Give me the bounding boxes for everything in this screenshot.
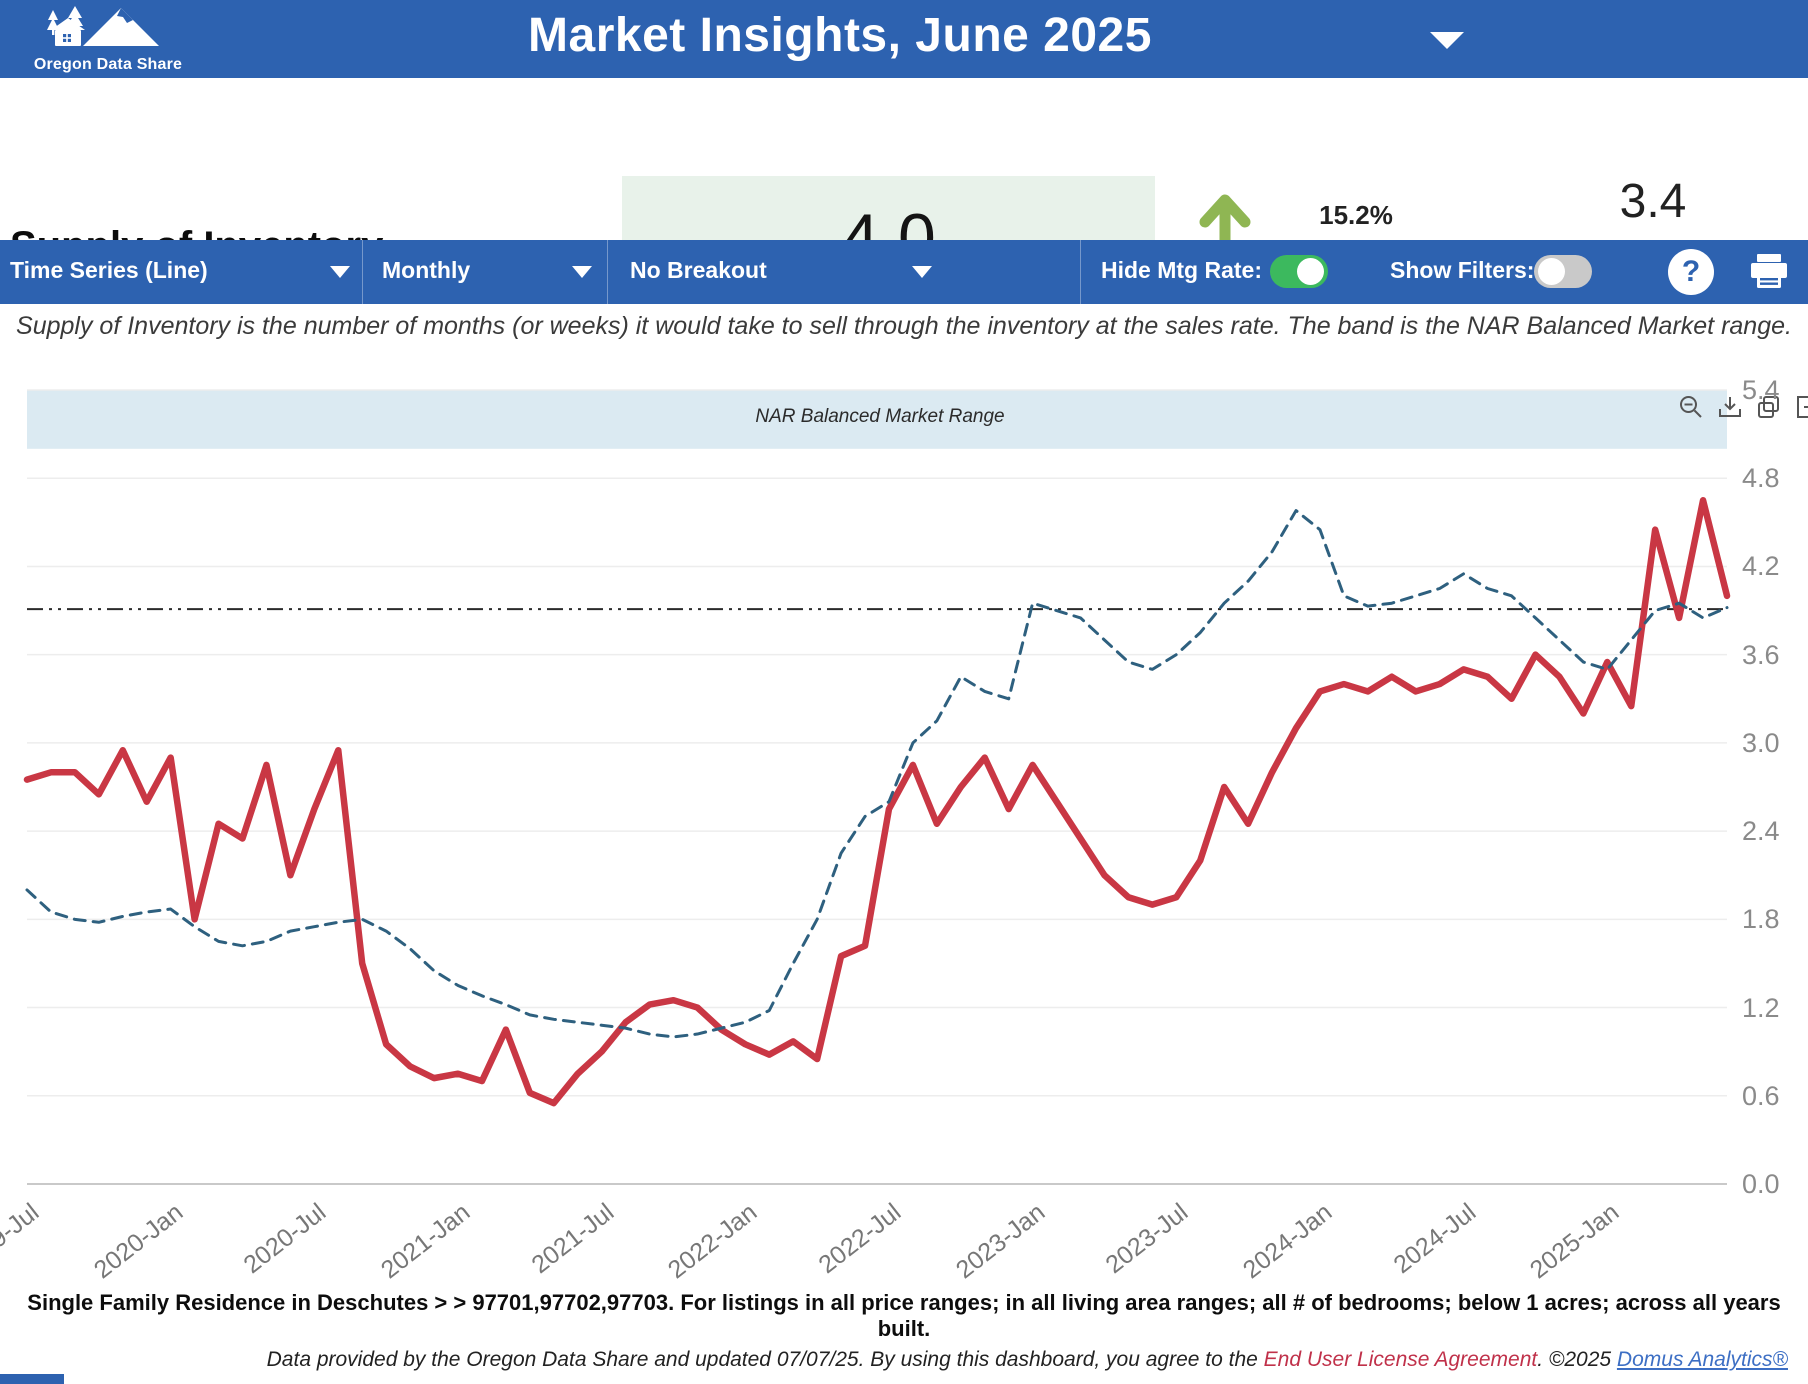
y-axis-label: 3.6 [1742, 639, 1780, 670]
download-icon[interactable] [1717, 394, 1743, 420]
y-axis-label: 1.2 [1742, 992, 1780, 1023]
mtg-rate-line [25, 509, 1729, 1039]
y-axis-label: 2.4 [1742, 816, 1780, 847]
footer-legal: Data provided by the Oregon Data Share a… [0, 1348, 1788, 1372]
chart-type-dropdown[interactable]: Time Series (Line) [10, 257, 208, 283]
supply-line [23, 497, 1731, 1107]
chart-description: Supply of Inventory is the number of mon… [16, 312, 1792, 340]
y-axis-label: 4.8 [1742, 463, 1780, 494]
chart-type-chevron-icon[interactable] [330, 266, 350, 278]
hide-mtg-rate-toggle[interactable] [1270, 255, 1328, 288]
previous-value: 3.4 [1619, 175, 1687, 228]
breakout-chevron-icon[interactable] [912, 266, 932, 278]
brand-logo: Oregon Data Share [28, 4, 188, 76]
toggle-knob [1538, 258, 1565, 285]
footer-text: . ©2025 [1537, 1348, 1617, 1371]
show-filters-toggle[interactable] [1534, 255, 1592, 288]
footer-text: Data provided by the Oregon Data Share a… [266, 1348, 1264, 1371]
print-button[interactable] [1748, 252, 1790, 297]
toolbar: Time Series (Line) Monthly No Breakout H… [0, 240, 1808, 304]
y-axis-label: 4.2 [1742, 551, 1780, 582]
title-chevron-down-icon[interactable] [1430, 32, 1464, 49]
nar-band-label: NAR Balanced Market Range [755, 406, 1005, 427]
nar-band [27, 390, 1727, 449]
kpi-row: Supply of Inventory 4.0 15.2% compared t… [0, 78, 1808, 300]
bottom-accent-bar [0, 1374, 64, 1384]
breakout-dropdown[interactable]: No Breakout [630, 257, 767, 283]
toolbar-divider [1080, 240, 1081, 304]
toolbar-divider [362, 240, 363, 304]
export-icon[interactable] [1795, 394, 1808, 420]
time-series-plot [23, 389, 1731, 1185]
printer-icon [1751, 254, 1787, 288]
y-axis-label: 0.0 [1742, 1169, 1780, 1199]
frequency-dropdown[interactable]: Monthly [382, 257, 471, 283]
mountain-logo-icon [47, 6, 159, 46]
copy-icon[interactable] [1756, 394, 1782, 420]
y-axis-label: 0.6 [1742, 1080, 1780, 1111]
page-title: Market Insights, June 2025 [528, 9, 1152, 62]
brand-name: Oregon Data Share [33, 56, 183, 73]
toolbar-divider [607, 240, 608, 304]
license-link[interactable]: End User License Agreement [1263, 1348, 1538, 1371]
help-button[interactable]: ? [1668, 249, 1714, 295]
zoom-out-icon[interactable] [1678, 394, 1704, 420]
frequency-chevron-icon[interactable] [572, 266, 592, 278]
header-bar: Oregon Data Share Market Insights, June … [0, 0, 1808, 78]
chart-toolbar [1678, 394, 1808, 420]
brand-link[interactable]: Domus Analytics® [1616, 1348, 1788, 1371]
filter-footnote: Single Family Residence in Deschutes > >… [27, 1290, 1781, 1341]
toggle-knob [1297, 258, 1324, 285]
change-percent: 15.2% [1319, 200, 1393, 230]
chart-area: NAR Balanced Market Range 0.0 0.6 1.2 1.8 2.… [0, 356, 1808, 1284]
y-axis-label: 5.4 [1742, 375, 1780, 405]
y-axis-label: 3.0 [1742, 727, 1780, 758]
show-filters-label: Show Filters: [1390, 257, 1535, 283]
y-axis-label: 1.8 [1742, 904, 1780, 935]
hide-mtg-rate-label: Hide Mtg Rate: [1101, 257, 1262, 283]
